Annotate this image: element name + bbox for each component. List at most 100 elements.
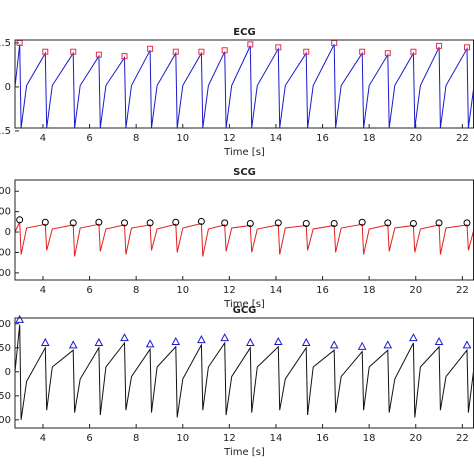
y-tick-label: -50 [0,391,11,402]
x-tick-label: 12 [223,285,236,296]
x-axis-label: Time [s] [223,447,265,458]
peak-marker [434,336,444,346]
y-tick-label: -200 [0,268,11,279]
peak-marker [409,333,418,342]
peak-marker [15,314,24,323]
subplot: SCG -200 -100 0 100 200 4 6 8 10 12 14 16 18 20 22 Time … [0,167,474,310]
y-tick-label: 50 [0,343,11,354]
x-tick-label: 18 [363,133,376,144]
peak-marker [95,51,102,58]
x-axis-label: Time [s] [223,147,265,158]
peak-marker [16,216,24,224]
peak-marker [274,219,282,227]
peak-marker [383,340,393,349]
peak-marker [436,42,443,49]
y-tick-label: 0 [5,82,11,93]
peak-marker [41,218,49,226]
x-tick-label: 8 [133,133,139,144]
x-tick-label: 8 [133,433,139,444]
peak-marker [303,48,310,55]
signal-line [15,221,474,257]
y-tick-label: 200 [0,186,11,197]
x-tick-label: 10 [176,285,189,296]
peak-marker [409,219,417,227]
peak-marker [40,337,50,346]
y-tick-label: 100 [0,319,11,330]
x-tick-label: 22 [456,285,469,296]
x-tick-label: 10 [176,433,189,444]
peak-marker [358,218,366,226]
peak-marker [172,48,179,55]
peak-marker [172,218,180,226]
y-tick-label: -1.5 [0,126,11,137]
peak-marker [384,219,392,227]
peak-marker [435,219,443,227]
peak-marker [121,53,128,60]
x-axis-label: Time [s] [223,299,265,310]
peak-marker [301,337,311,346]
axes-frame [14,179,474,281]
y-tick-label: 100 [0,207,11,218]
x-tick-label: 12 [223,133,236,144]
subplot-title: ECG [233,27,255,38]
peak-marker [463,219,471,227]
peak-marker [42,48,49,55]
subplot: ECG -1.5 0 1.5 4 6 8 10 12 14 16 18 20 22 Time [s] [0,27,474,158]
peak-marker [302,219,310,227]
peak-marker [197,217,205,225]
x-tick-label: 4 [40,433,46,444]
x-tick-label: 4 [40,285,46,296]
x-tick-label: 18 [363,433,376,444]
peak-marker [70,48,77,55]
peak-marker [121,219,129,227]
x-tick-label: 8 [133,285,139,296]
signal-line [15,324,474,420]
x-tick-label: 20 [409,433,422,444]
x-tick-label: 20 [409,285,422,296]
peak-marker [410,48,417,55]
y-tick-label: 0 [5,227,11,238]
x-tick-label: 14 [270,285,283,296]
x-tick-label: 6 [86,133,92,144]
x-tick-label: 10 [176,133,189,144]
peak-marker [357,341,367,350]
x-tick-label: 16 [316,133,329,144]
signal-line [15,44,474,128]
peak-marker [94,337,104,346]
peak-marker [197,335,206,344]
y-tick-label: 0 [5,367,11,378]
peak-marker [198,48,205,55]
subplot-title: GCG [233,305,257,316]
x-tick-label: 12 [223,433,236,444]
peak-marker [359,48,366,55]
x-tick-label: 16 [316,285,329,296]
peak-marker [221,47,228,54]
peak-marker [275,44,282,51]
peak-marker [68,340,78,349]
y-tick-label: -100 [0,415,11,426]
peak-marker [464,44,471,51]
x-tick-label: 14 [270,433,283,444]
x-tick-label: 6 [86,433,92,444]
peak-marker [329,340,339,349]
x-tick-label: 4 [40,133,46,144]
peak-marker [69,219,77,227]
peak-marker [247,41,254,48]
x-tick-label: 18 [363,285,376,296]
x-tick-label: 22 [456,433,469,444]
x-tick-label: 22 [456,133,469,144]
peak-marker [147,45,154,52]
x-tick-label: 16 [316,433,329,444]
peak-marker [462,340,472,349]
peak-marker [384,50,391,57]
axes-frame [14,39,474,129]
subplot-title: SCG [233,167,256,178]
x-tick-label: 20 [409,133,422,144]
peak-marker [221,219,229,227]
x-tick-label: 6 [86,285,92,296]
x-tick-label: 14 [270,133,283,144]
peak-marker [146,219,154,227]
subplot: GCG -100 -50 0 50 100 4 6 8 10 12 14 16 18 20 22 Time [s… [0,305,474,458]
peak-marker [273,336,283,346]
